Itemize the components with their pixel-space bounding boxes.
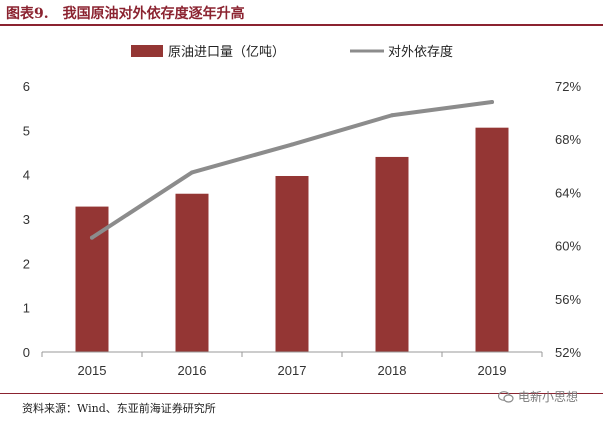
figure-title-bar: 图表9. 我国原油对外依存度逐年升高 — [0, 0, 603, 26]
x-axis-tick-label: 2017 — [278, 363, 307, 378]
left-axis-tick-label: 5 — [23, 123, 30, 138]
point-dependency-2019 — [490, 99, 494, 104]
figure-title-text: 我国原油对外依存度逐年升高 — [62, 6, 245, 22]
point-dependency-2016 — [190, 170, 194, 175]
chart: 原油进口量（亿吨） 对外依存度 0 1 2 3 4 5 6 52% 56% 60% 64% 68% 72% 2… — [23, 44, 582, 378]
right-axis-tick-label: 64% — [555, 185, 581, 200]
bar-imports-2018 — [375, 156, 409, 352]
right-axis-tick-label: 72% — [555, 79, 581, 94]
legend-label-dependency: 对外依存度 — [388, 44, 453, 60]
x-axis-tick-label: 2018 — [378, 363, 407, 378]
right-axis-tick-label: 68% — [555, 132, 581, 147]
figure-number: 图表9. — [6, 6, 49, 22]
x-axis-tick-label: 2019 — [478, 363, 507, 378]
left-axis-tick-label: 4 — [23, 168, 30, 183]
right-axis-tick-label: 52% — [555, 345, 581, 360]
bar-imports-2019 — [475, 127, 509, 352]
x-axis-tick-label: 2016 — [178, 363, 207, 378]
right-axis-tick-label: 60% — [555, 239, 581, 254]
footer-divider — [0, 393, 603, 394]
point-dependency-2018 — [390, 113, 394, 118]
left-axis-tick-label: 1 — [23, 301, 30, 316]
left-axis-tick-label: 2 — [23, 256, 30, 271]
point-dependency-2017 — [290, 142, 294, 147]
right-axis-tick-label: 56% — [555, 292, 581, 307]
bar-imports-2016 — [175, 193, 209, 352]
bar-imports-2017 — [275, 175, 309, 352]
wechat-icon — [498, 390, 514, 403]
watermark: 电新小思想 — [498, 388, 578, 405]
figure-title: 图表9. 我国原油对外依存度逐年升高 — [6, 3, 245, 23]
watermark-text: 电新小思想 — [518, 390, 579, 404]
point-dependency-2015 — [90, 235, 94, 240]
left-axis-tick-label: 3 — [23, 212, 30, 227]
left-axis-tick-label: 6 — [23, 79, 30, 94]
left-axis-tick-label: 0 — [23, 345, 30, 360]
x-axis-tick-label: 2015 — [78, 363, 107, 378]
source-note: 资料来源：Wind、东亚前海证券研究所 — [22, 402, 216, 415]
legend-swatch-imports — [131, 45, 163, 57]
legend-label-imports: 原油进口量（亿吨） — [168, 45, 285, 60]
